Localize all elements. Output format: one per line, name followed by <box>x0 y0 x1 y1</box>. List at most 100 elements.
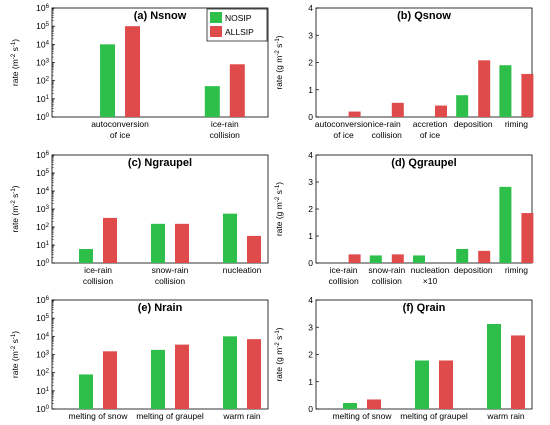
bar-nosip <box>487 323 501 409</box>
bar-allsip <box>175 344 189 409</box>
category-label: ice-rain <box>330 265 358 275</box>
y-tick-label: 103 <box>36 57 49 68</box>
y-tick-label: 101 <box>36 93 49 104</box>
y-tick-label: 2 <box>308 58 313 68</box>
bar-allsip <box>439 360 453 409</box>
y-tick-label: 106 <box>36 295 49 306</box>
bar-nosip <box>343 403 357 409</box>
y-axis-label: rate (g m-2 s-1) <box>274 182 285 236</box>
legend-swatch <box>210 26 222 37</box>
y-tick-label: 1 <box>308 85 313 95</box>
category-label: collision <box>83 276 114 286</box>
category-label: deposition <box>454 265 493 275</box>
category-label: riming <box>505 265 528 275</box>
y-tick-label: 101 <box>36 385 49 396</box>
category-label: collision <box>210 130 241 140</box>
y-tick-label: 100 <box>36 404 49 415</box>
panel-b: 0 1 2 3 4 rate (g m-2 s-1) (b) Qsnow autoconver… <box>274 3 534 140</box>
bar-nosip <box>456 95 469 117</box>
category-label: melting of snow <box>68 411 128 421</box>
category-label: ice-rain <box>84 265 112 275</box>
y-tick-label: 3 <box>308 30 313 40</box>
y-axis-label: rate (m-2 s-1) <box>10 185 21 232</box>
bar-nosip <box>456 248 469 263</box>
panel-f: 0 1 2 3 4 rate (g m-2 s-1) (f) Qrain melting of… <box>274 295 533 421</box>
legend-label: NOSIP <box>225 13 252 23</box>
bar-nosip <box>204 86 220 117</box>
y-tick-label: 2 <box>308 350 313 360</box>
bar-allsip <box>435 105 447 117</box>
panel-d: 0 1 2 3 4 rate (g m-2 s-1) (d) Qgraupel ice-rai… <box>274 150 534 286</box>
y-tick-label: 104 <box>36 39 49 50</box>
category-label: accretion <box>413 119 448 129</box>
category-label: collision <box>155 276 186 286</box>
bar-allsip <box>175 223 189 263</box>
category-label: deposition <box>454 119 493 129</box>
y-tick-label: 102 <box>36 75 49 86</box>
category-label: ice-rain <box>211 119 239 129</box>
bar-nosip <box>415 360 429 409</box>
y-tick-label: 100 <box>36 258 49 269</box>
category-label: collision <box>328 276 359 286</box>
category-label: snow-rain <box>152 265 189 275</box>
bar-nosip <box>369 255 382 263</box>
category-label: snow-rain <box>368 265 405 275</box>
category-label: warm rain <box>486 411 525 421</box>
bar-allsip <box>125 26 141 118</box>
y-tick-label: 105 <box>36 313 49 324</box>
category-label: of ice <box>110 130 131 140</box>
y-axis-label: rate (m-2 s-1) <box>10 331 21 378</box>
panel-e: 100 101 102 103 104 105 106 rate (m-2 s-1) (e) N… <box>10 295 269 421</box>
panel-title: (b) Qsnow <box>397 10 451 22</box>
category-label: riming <box>505 119 528 129</box>
bar-allsip <box>391 102 404 117</box>
panel-c: 100 101 102 103 104 105 106 rate (m-2 s-1) (c) N… <box>10 150 269 286</box>
y-tick-label: 0 <box>308 258 313 268</box>
category-label: autoconversion <box>91 119 149 129</box>
y-tick-label: 3 <box>308 177 313 187</box>
category-label: autoconversion <box>315 119 373 129</box>
bar-nosip <box>413 255 425 263</box>
category-label: melting of graupel <box>400 411 468 421</box>
category-label: melting of graupel <box>136 411 204 421</box>
legend-swatch <box>210 12 222 23</box>
bar-nosip <box>223 213 237 263</box>
panel-title: (e) Nrain <box>138 302 183 314</box>
category-label: nucleation <box>411 265 450 275</box>
category-label: melting of snow <box>332 411 392 421</box>
y-tick-label: 101 <box>36 240 49 251</box>
bar-allsip <box>247 339 261 409</box>
category-label: ×10 <box>423 276 438 286</box>
y-tick-label: 0 <box>308 112 313 122</box>
bar-allsip <box>521 73 534 117</box>
category-label: warm rain <box>222 411 261 421</box>
y-tick-label: 1 <box>308 231 313 241</box>
y-tick-label: 105 <box>36 21 49 32</box>
bar-allsip <box>348 111 361 117</box>
bar-nosip <box>499 65 512 117</box>
category-label: collision <box>372 130 403 140</box>
category-label: of ice <box>420 130 441 140</box>
panel-title: (a) Nsnow <box>134 10 187 22</box>
y-tick-label: 105 <box>36 168 49 179</box>
bar-allsip <box>478 60 491 117</box>
y-tick-label: 103 <box>36 349 49 360</box>
y-tick-label: 0 <box>308 404 313 414</box>
y-tick-label: 4 <box>308 295 313 305</box>
y-axis-label: rate (g m-2 s-1) <box>274 327 285 381</box>
bar-allsip <box>478 250 491 263</box>
y-tick-label: 3 <box>308 322 313 332</box>
y-axis-label: rate (m-2 s-1) <box>10 39 21 86</box>
bar-nosip <box>79 248 93 263</box>
bar-allsip <box>367 399 381 409</box>
panel-title: (f) Qrain <box>403 302 446 314</box>
bar-allsip <box>521 213 534 263</box>
y-tick-label: 102 <box>36 222 49 233</box>
y-tick-label: 106 <box>36 150 49 161</box>
y-tick-label: 1 <box>308 377 313 387</box>
bar-allsip <box>229 64 245 117</box>
y-tick-label: 106 <box>36 3 49 14</box>
bar-nosip <box>151 223 165 263</box>
y-tick-label: 103 <box>36 204 49 215</box>
